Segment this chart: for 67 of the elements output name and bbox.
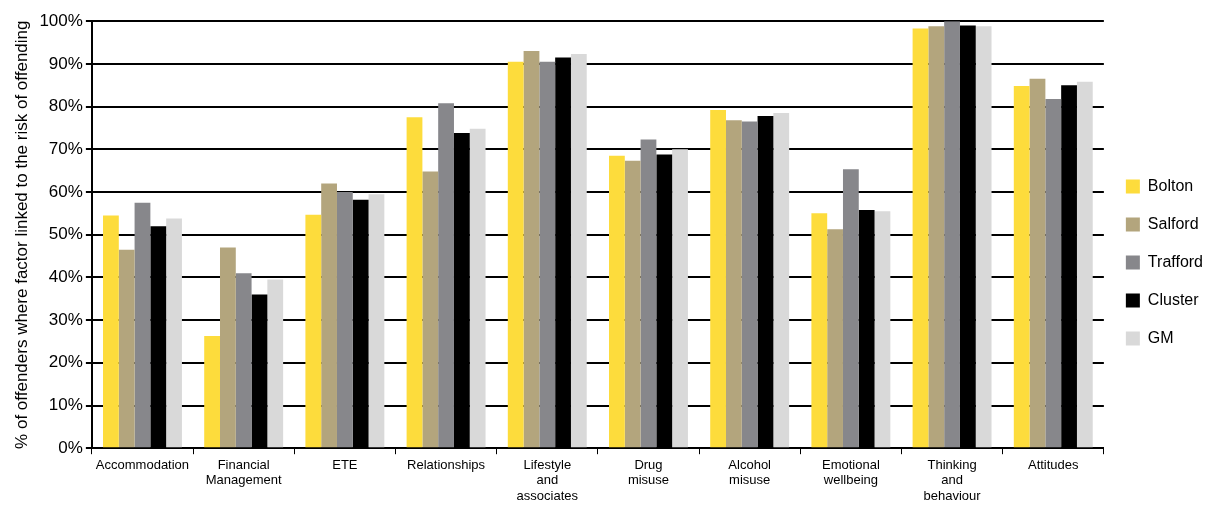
x-tick-label: Drug misuse bbox=[627, 456, 670, 488]
y-tick-label: 80% bbox=[48, 96, 83, 116]
bar bbox=[1029, 78, 1046, 448]
y-axis-title: % of offenders where factor linked to the risk of offending bbox=[11, 20, 31, 449]
bar bbox=[1013, 86, 1030, 448]
legend-label: Trafford bbox=[1147, 252, 1204, 270]
legend-label: Bolton bbox=[1147, 176, 1194, 194]
bar bbox=[672, 149, 688, 448]
bar bbox=[523, 51, 540, 448]
x-tick-label: Attitudes bbox=[1027, 456, 1080, 472]
bar bbox=[235, 273, 252, 448]
legend-label: Salford bbox=[1147, 214, 1199, 232]
x-tick-label: Financial Management bbox=[205, 456, 282, 488]
bar bbox=[811, 213, 828, 448]
legend-label: Cluster bbox=[1147, 290, 1200, 308]
bar bbox=[609, 155, 625, 448]
y-tick-label: 40% bbox=[48, 267, 83, 287]
y-tick-label: 20% bbox=[48, 352, 83, 372]
bar bbox=[570, 54, 587, 448]
bar bbox=[1045, 98, 1062, 448]
bar bbox=[928, 26, 945, 448]
bar bbox=[422, 171, 439, 448]
bar bbox=[305, 214, 322, 448]
bar bbox=[944, 21, 960, 448]
x-tick-label: Lifestyle and associates bbox=[516, 456, 579, 503]
y-tick-label: 0% bbox=[58, 437, 83, 457]
bar bbox=[1076, 81, 1093, 448]
x-tick-label: ETE bbox=[332, 456, 358, 472]
y-tick-label: 50% bbox=[48, 224, 83, 244]
bar bbox=[741, 121, 758, 448]
y-tick-label: 30% bbox=[48, 309, 83, 329]
bar bbox=[321, 183, 337, 448]
bar bbox=[368, 194, 385, 448]
bar bbox=[912, 28, 929, 448]
bar bbox=[220, 247, 236, 448]
bar bbox=[204, 335, 220, 448]
x-tick-label: Relationships bbox=[407, 456, 486, 472]
bar bbox=[827, 229, 843, 448]
bar bbox=[438, 103, 454, 448]
legend-label: GM bbox=[1147, 328, 1174, 346]
x-tick-label: Thinking and behaviour bbox=[923, 456, 982, 503]
bar bbox=[406, 117, 423, 448]
bar bbox=[640, 139, 657, 448]
bar bbox=[507, 61, 524, 448]
bar bbox=[975, 26, 992, 448]
x-tick-label: Emotional wellbeing bbox=[821, 456, 880, 488]
bar bbox=[336, 192, 353, 448]
y-tick-label: 100% bbox=[39, 10, 83, 30]
bar bbox=[842, 169, 859, 448]
y-tick-label: 70% bbox=[48, 138, 83, 158]
y-tick-label: 90% bbox=[48, 53, 83, 73]
y-tick-label: 10% bbox=[48, 395, 83, 415]
bar bbox=[773, 113, 790, 448]
bar bbox=[725, 120, 742, 448]
bar bbox=[134, 202, 151, 448]
x-tick-label: Alcohol misuse bbox=[728, 456, 772, 488]
bar bbox=[118, 249, 135, 448]
bar bbox=[624, 160, 641, 448]
bar bbox=[469, 128, 486, 448]
bar bbox=[710, 110, 726, 448]
x-tick-label: Accommodation bbox=[95, 456, 190, 472]
bar bbox=[267, 279, 284, 448]
bar bbox=[103, 215, 119, 448]
bar bbox=[874, 211, 891, 448]
bar bbox=[166, 218, 182, 448]
y-tick-label: 60% bbox=[48, 181, 83, 201]
bar bbox=[539, 61, 556, 448]
